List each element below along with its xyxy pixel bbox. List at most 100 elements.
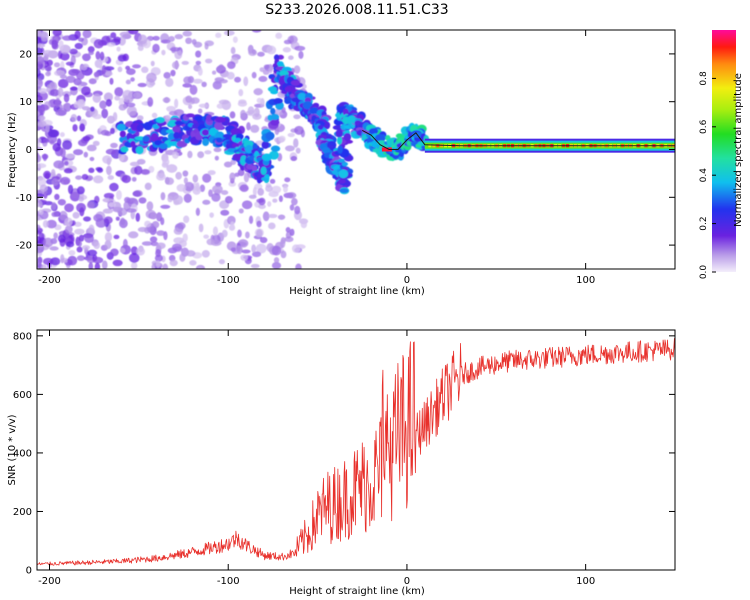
heatmap-speckle [291, 244, 301, 253]
heatmap-speckle [128, 252, 140, 263]
heatmap-speckle [49, 246, 59, 251]
heatmap-speckle [283, 39, 292, 45]
heatmap-speckle [154, 254, 163, 262]
heatmap-speckle [57, 234, 66, 243]
heatmap-speckle [284, 177, 291, 183]
heatmap-cell [173, 132, 180, 139]
heatmap-speckle [160, 204, 171, 209]
heatmap-speckle [218, 259, 226, 265]
heatmap-speckle [193, 41, 203, 48]
heatmap-speckle [93, 175, 104, 184]
snr-plot: -200 -100 0 100 0 200 400 600 800 Height of str… [7, 329, 676, 597]
heatmap-speckle [257, 188, 265, 196]
heatmap-speckle [204, 58, 213, 64]
heatmap-speckle [40, 31, 49, 42]
heatmap-speckle [204, 42, 209, 50]
heatmap-speckle [238, 208, 244, 214]
heatmap-cell [116, 123, 126, 132]
heatmap-speckle [198, 103, 209, 108]
heatmap-speckle [126, 68, 136, 75]
heatmap-speckle [64, 203, 74, 213]
heatmap-speckle [43, 170, 52, 179]
heatmap-speckle [201, 81, 207, 88]
heatmap-speckle [150, 212, 158, 220]
heatmap-speckle [128, 231, 139, 239]
heatmap-speckle [218, 99, 230, 105]
heatmap-speckle [83, 151, 89, 158]
y-tick-label: 10 [19, 97, 32, 108]
heatmap-speckle [246, 122, 251, 131]
heatmap-speckle [83, 216, 92, 222]
heatmap-speckle [37, 261, 42, 269]
heatmap-speckle [77, 37, 84, 42]
heatmap-speckle [38, 88, 48, 94]
colorbar-tick-label: 0.6 [699, 119, 709, 134]
heatmap-speckle [279, 239, 286, 248]
heatmap-cell [260, 166, 267, 176]
heatmap-speckle [79, 123, 86, 132]
heatmap-speckle [183, 76, 192, 84]
heatmap-cell [172, 125, 181, 133]
heatmap-speckle [106, 115, 115, 124]
heatmap-cell [160, 128, 168, 136]
heatmap-cell [252, 142, 258, 151]
heatmap-cell [120, 146, 129, 153]
heatmap-cell [142, 135, 150, 142]
heatmap-speckle [60, 147, 66, 158]
heatmap-speckle [76, 255, 86, 262]
heatmap-speckle [134, 165, 143, 175]
heatmap-speckle [37, 36, 41, 45]
heatmap-speckle [76, 186, 85, 195]
heatmap-speckle [126, 106, 137, 117]
x-tick-label: 0 [404, 576, 410, 587]
heatmap-speckle [136, 115, 144, 121]
heatmap-cell [152, 124, 160, 130]
heatmap-speckle [152, 35, 160, 41]
heatmap-speckle [132, 92, 141, 99]
heatmap-speckle [53, 62, 61, 68]
heatmap-speckle [285, 227, 291, 233]
heatmap-speckle [219, 79, 228, 84]
heatmap-speckle [147, 97, 154, 107]
heatmap-speckle [197, 151, 205, 159]
heatmap-speckle [176, 222, 186, 230]
heatmap-speckle [113, 234, 120, 240]
heatmap-speckle [199, 184, 206, 193]
heatmap-speckle [230, 159, 237, 165]
heatmap-speckle [42, 220, 49, 228]
heatmap-speckle [230, 221, 235, 230]
heatmap-speckle [109, 182, 119, 192]
heatmap-speckle [162, 97, 171, 103]
heatmap-speckle [127, 30, 139, 35]
heatmap-speckle [259, 237, 268, 244]
heatmap-speckle [64, 217, 73, 227]
heatmap-speckle [108, 202, 116, 208]
heatmap-speckle [107, 175, 115, 180]
heatmap-speckle [88, 262, 94, 269]
heatmap-cell [277, 61, 284, 67]
heatmap-speckle [165, 114, 171, 120]
heatmap-speckle [106, 165, 112, 176]
heatmap-speckle [172, 151, 179, 159]
heatmap-speckle [256, 220, 262, 228]
heatmap-speckle [161, 49, 166, 56]
heatmap-speckle [40, 264, 47, 269]
heatmap-speckle [72, 124, 78, 132]
heatmap-speckle [126, 102, 136, 108]
heatmap-cell [337, 145, 343, 154]
heatmap-speckle [112, 111, 118, 122]
heatmap-speckle [183, 215, 190, 224]
heatmap-speckle [110, 127, 115, 135]
heatmap-speckle [125, 208, 137, 213]
heatmap-cell [119, 130, 126, 138]
heatmap-speckle [99, 51, 105, 61]
heatmap-speckle [169, 47, 181, 52]
heatmap-speckle [175, 171, 182, 180]
heatmap-speckle [62, 103, 69, 110]
heatmap-speckle [263, 64, 270, 70]
heatmap-speckle [206, 238, 215, 246]
y-tick-label: 600 [13, 390, 32, 401]
heatmap-speckle [104, 232, 113, 242]
heatmap-speckle [185, 250, 196, 257]
heatmap-cell [270, 145, 281, 152]
